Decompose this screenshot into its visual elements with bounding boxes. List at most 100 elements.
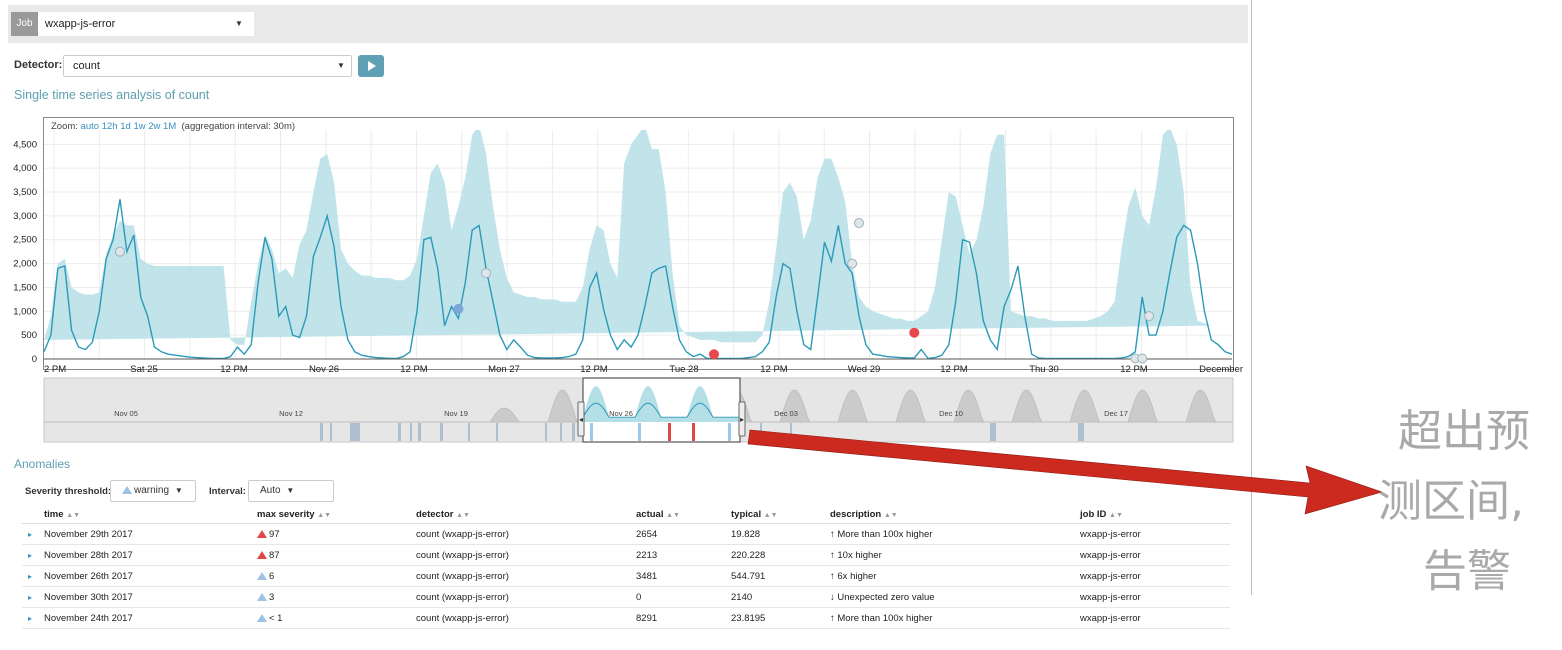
zoom-12h-link[interactable]: 12h xyxy=(101,121,118,132)
zoom-1d-link[interactable]: 1d xyxy=(120,121,131,132)
cell-max-severity: < 1 xyxy=(257,607,416,629)
cell-typical: 19.828 xyxy=(731,523,830,545)
table-row[interactable]: ▸ November 29th 2017 97 count (wxapp-js-err… xyxy=(22,523,1230,545)
arrow-down-icon: ↓ xyxy=(830,591,835,603)
brush-bounds-area xyxy=(583,386,740,422)
cell-max-severity: 3 xyxy=(257,586,416,608)
brush-anomaly-marker xyxy=(692,423,695,441)
description-text: 10x higher xyxy=(837,549,882,561)
column-header-job-id[interactable]: job ID ▲▼ xyxy=(1080,505,1230,524)
description-text: More than 100x higher xyxy=(837,528,933,540)
severity-value: 87 xyxy=(269,549,280,561)
row-expand-icon[interactable]: ▸ xyxy=(22,565,44,587)
panel-divider xyxy=(1251,0,1252,595)
x-tick-label: 12 PM xyxy=(400,364,428,375)
arrow-up-icon: ↑ xyxy=(830,528,835,540)
column-header-time[interactable]: time ▲▼ xyxy=(44,505,257,524)
severity-value: 6 xyxy=(269,570,275,582)
row-expand-icon[interactable]: ▸ xyxy=(22,523,44,545)
anomaly-marker xyxy=(708,349,719,360)
cell-actual: 3481 xyxy=(636,565,731,587)
y-tick-label: 1,000 xyxy=(13,306,37,317)
anomaly-marker xyxy=(847,258,858,269)
detector-select[interactable]: count ▼ xyxy=(63,55,352,77)
x-tick-label: 12 PM xyxy=(940,364,968,375)
swimlane-marker xyxy=(350,423,360,441)
context-date-label: Nov 19 xyxy=(444,409,468,418)
annotation-line-1: 超出预 xyxy=(1398,406,1530,457)
cell-job-id: wxapp-js-error xyxy=(1080,523,1230,545)
interval-label: Interval: xyxy=(209,486,246,497)
cell-typical: 544.791 xyxy=(731,565,830,587)
interval-select[interactable]: Auto ▼ xyxy=(248,480,334,502)
brush-anomaly-marker xyxy=(638,423,641,441)
run-button[interactable] xyxy=(358,55,384,77)
arrow-up-icon: ↑ xyxy=(830,549,835,561)
swimlane-marker xyxy=(545,423,547,441)
brush-anomaly-marker xyxy=(728,423,731,441)
model-bounds-area xyxy=(44,130,1212,345)
severity-icon xyxy=(257,529,267,538)
cell-actual: 0 xyxy=(636,586,731,608)
column-header-actual[interactable]: actual ▲▼ xyxy=(636,505,731,524)
row-expand-icon[interactable]: ▸ xyxy=(22,544,44,566)
cell-job-id: wxapp-js-error xyxy=(1080,607,1230,629)
row-expand-icon[interactable]: ▸ xyxy=(22,607,44,629)
table-row[interactable]: ▸ November 24th 2017 < 1 count (wxapp-js-er… xyxy=(22,607,1230,629)
severity-icon xyxy=(257,613,267,622)
cell-typical: 220.228 xyxy=(731,544,830,566)
red-arrow-icon xyxy=(747,429,1384,515)
context-date-label: Nov 05 xyxy=(114,409,138,418)
cell-description: ↑ More than 100x higher xyxy=(830,523,1080,545)
cell-actual: 8291 xyxy=(636,607,731,629)
context-chart[interactable]: ◂ ▸ Nov 05 Nov 12 Nov 19 Nov 26 Dec 03 Dec 10 De… xyxy=(0,376,1250,446)
table-row[interactable]: ▸ November 28th 2017 87 count (wxapp-js-err… xyxy=(22,544,1230,566)
job-select[interactable]: wxapp-js-error ▼ xyxy=(38,12,254,36)
cell-time: November 26th 2017 xyxy=(44,565,257,587)
interval-value: Auto xyxy=(260,485,281,496)
x-tick-label: 12 PM xyxy=(1120,364,1148,375)
description-text: Unexpected zero value xyxy=(837,591,935,603)
zoom-2w-link[interactable]: 2w xyxy=(148,121,161,132)
app-panel: Job wxapp-js-error ▼ Detector: count ▼ S… xyxy=(0,0,1252,629)
column-header-description[interactable]: description ▲▼ xyxy=(830,505,1080,524)
brush-anomaly-marker xyxy=(668,423,671,441)
arrow-up-icon: ↑ xyxy=(830,612,835,624)
y-tick-label: 0 xyxy=(32,354,37,365)
y-tick-label: 4,500 xyxy=(13,139,37,150)
zoom-1w-link[interactable]: 1w xyxy=(133,121,146,132)
aggregation-interval: (aggregation interval: 30m) xyxy=(181,121,296,132)
context-date-label: Dec 03 xyxy=(774,409,798,418)
row-expand-icon[interactable]: ▸ xyxy=(22,586,44,608)
column-header-max-severity[interactable]: max severity ▲▼ xyxy=(257,505,416,524)
severity-value: 3 xyxy=(269,591,275,603)
cell-max-severity: 6 xyxy=(257,565,416,587)
brush-handle-icon: ◂ xyxy=(579,415,583,424)
anomaly-marker xyxy=(1144,311,1155,322)
cell-job-id: wxapp-js-error xyxy=(1080,565,1230,587)
anomaly-marker xyxy=(481,268,492,279)
detector-select-value: count xyxy=(73,60,100,72)
swimlane-marker xyxy=(572,423,575,441)
severity-icon xyxy=(257,592,267,601)
zoom-1m-link[interactable]: 1M xyxy=(163,121,177,132)
zoom-auto-link[interactable]: auto xyxy=(80,121,100,132)
x-tick-label: Mon 27 xyxy=(488,364,520,375)
cell-detector: count (wxapp-js-error) xyxy=(416,586,636,608)
x-tick-label: 12 PM xyxy=(760,364,788,375)
x-tick-label: Nov 26 xyxy=(309,364,339,375)
time-series-chart[interactable]: 4,500 4,000 3,500 3,000 2,500 2,000 1,500 1,000… xyxy=(0,130,1250,378)
cell-description: ↑ More than 100x higher xyxy=(830,607,1080,629)
cell-time: November 29th 2017 xyxy=(44,523,257,545)
severity-threshold-value: warning xyxy=(134,485,170,496)
brush-handle-icon: ▸ xyxy=(740,415,744,424)
cell-typical: 2140 xyxy=(731,586,830,608)
table-row[interactable]: ▸ November 30th 2017 3 count (wxapp-js-erro… xyxy=(22,586,1230,608)
severity-threshold-select[interactable]: warning ▼ xyxy=(110,480,196,502)
y-tick-label: 4,000 xyxy=(13,163,37,174)
column-header-detector[interactable]: detector ▲▼ xyxy=(416,505,636,524)
y-tick-label: 1,500 xyxy=(13,282,37,293)
table-row[interactable]: ▸ November 26th 2017 6 count (wxapp-js-erro… xyxy=(22,565,1230,587)
column-header-typical[interactable]: typical ▲▼ xyxy=(731,505,830,524)
